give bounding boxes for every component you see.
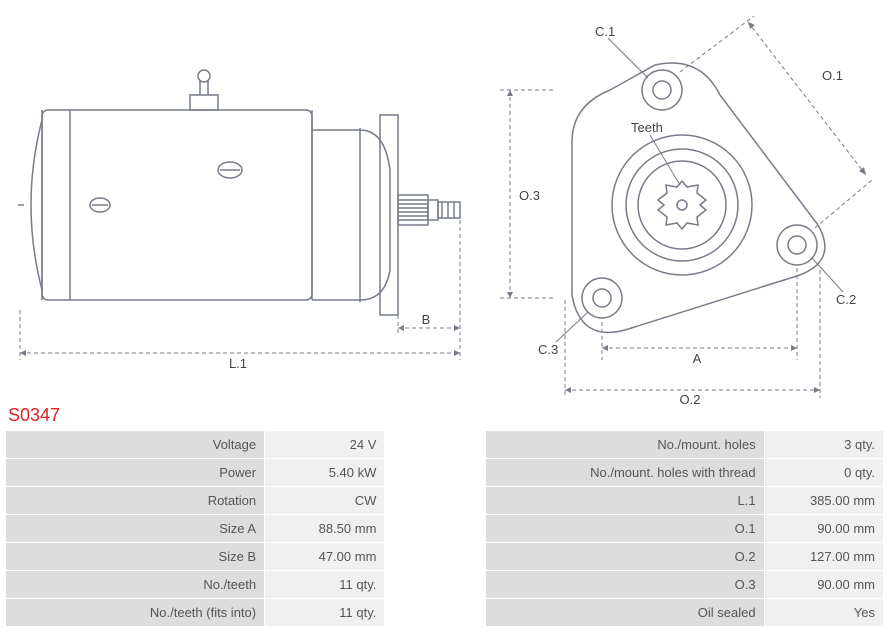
spec-label: Rotation	[6, 487, 264, 514]
spec-label: Size B	[6, 543, 264, 570]
table-row: Voltage24 V No./mount. holes3 qty.	[6, 431, 883, 458]
dim-o1: O.1	[822, 68, 843, 83]
dim-labels: B L.1 C.1 C.2 C.3 Teeth O.3 A O.2 O.1	[229, 24, 856, 405]
spec-label: No./mount. holes	[486, 431, 764, 458]
table-row: Power5.40 kW No./mount. holes with thread…	[6, 459, 883, 486]
dim-c1: C.1	[595, 24, 615, 39]
spec-gap	[385, 515, 484, 542]
spec-label: O.2	[486, 543, 764, 570]
spec-label: No./mount. holes with thread	[486, 459, 764, 486]
dim-o3: O.3	[519, 188, 540, 203]
spec-gap	[385, 431, 484, 458]
spec-value: 90.00 mm	[765, 515, 883, 542]
dim-l1: L.1	[229, 356, 247, 371]
dim-teeth: Teeth	[631, 120, 663, 135]
table-row: RotationCW L.1385.00 mm	[6, 487, 883, 514]
spec-label: O.3	[486, 571, 764, 598]
spec-label: Voltage	[6, 431, 264, 458]
spec-label: Size A	[6, 515, 264, 542]
table-row: Size A88.50 mm O.190.00 mm	[6, 515, 883, 542]
spec-label: Power	[6, 459, 264, 486]
spec-value: Yes	[765, 599, 883, 626]
spec-value: 127.00 mm	[765, 543, 883, 570]
spec-label: O.1	[486, 515, 764, 542]
spec-value: 88.50 mm	[265, 515, 384, 542]
spec-gap	[385, 599, 484, 626]
spec-value: 3 qty.	[765, 431, 883, 458]
spec-value: 90.00 mm	[765, 571, 883, 598]
technical-drawing: B L.1 C.1 C.2 C.3 Teeth O.3 A O.2 O.1	[0, 0, 889, 405]
spec-gap	[385, 543, 484, 570]
dim-c3: C.3	[538, 342, 558, 357]
dim-c2: C.2	[836, 292, 856, 307]
spec-value: 47.00 mm	[265, 543, 384, 570]
spec-value: 11 qty.	[265, 571, 384, 598]
spec-table: Voltage24 VNo./mount. holes3 qty.Power5.…	[5, 430, 884, 627]
table-row: No./teeth (fits into)11 qty. Oil sealedYe…	[6, 599, 883, 626]
spec-label: No./teeth (fits into)	[6, 599, 264, 626]
spec-value: 385.00 mm	[765, 487, 883, 514]
spec-value: 24 V	[265, 431, 384, 458]
spec-label: L.1	[486, 487, 764, 514]
table-row: No./teeth11 qty. O.390.00 mm	[6, 571, 883, 598]
spec-value: 5.40 kW	[265, 459, 384, 486]
spec-label: Oil sealed	[486, 599, 764, 626]
spec-value: 0 qty.	[765, 459, 883, 486]
drawing-svg: B L.1 C.1 C.2 C.3 Teeth O.3 A O.2 O.1	[0, 0, 889, 405]
spec-gap	[385, 487, 484, 514]
dim-a: A	[693, 351, 702, 366]
spec-label: No./teeth	[6, 571, 264, 598]
part-code: S0347	[8, 405, 60, 426]
table-row: Size B47.00 mm O.2127.00 mm	[6, 543, 883, 570]
spec-value: CW	[265, 487, 384, 514]
spec-value: 11 qty.	[265, 599, 384, 626]
spec-gap	[385, 571, 484, 598]
dim-o2: O.2	[680, 392, 701, 405]
spec-gap	[385, 459, 484, 486]
dim-b: B	[422, 312, 431, 327]
